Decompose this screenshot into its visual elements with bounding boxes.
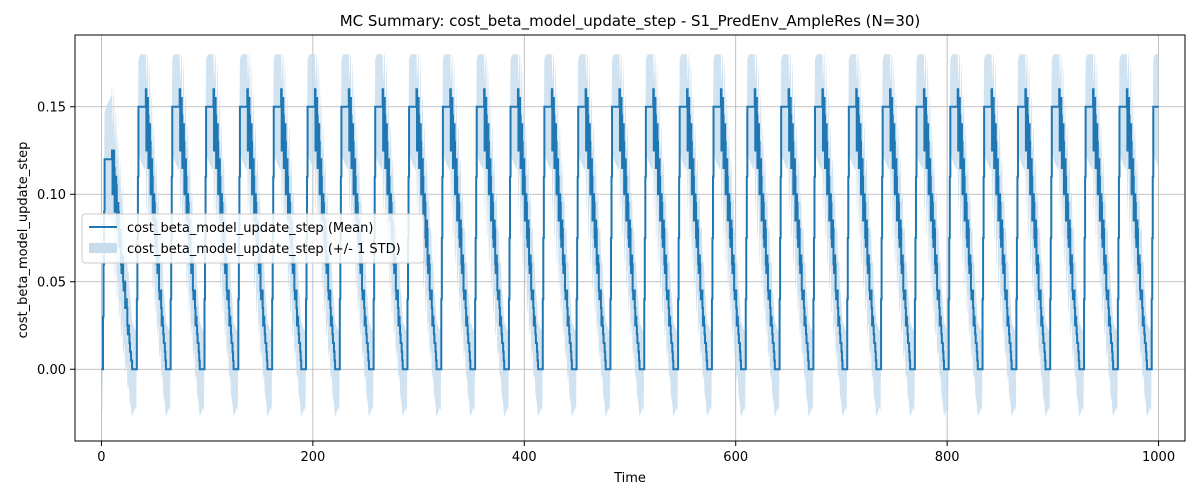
y-tick-label-1: 0.05	[37, 275, 66, 290]
legend-frame	[81, 213, 425, 264]
x-tick-label-2: 400	[512, 450, 537, 465]
x-tick-label-4: 800	[935, 450, 960, 465]
y-tick-label-0: 0.00	[37, 363, 66, 378]
axes: 0 200 400 600 800 1000 0.00 0.05 0.10 0.15	[37, 34, 1186, 465]
x-tick-label-1: 200	[300, 450, 325, 465]
mean-line-layer	[101, 88, 1159, 371]
x-tick-label-3: 600	[723, 450, 748, 465]
axes-frame	[74, 34, 1186, 442]
y-tick-label-2: 0.10	[37, 188, 66, 203]
x-tick-label-5: 1000	[1142, 450, 1175, 465]
legend-std-swatch	[89, 243, 117, 253]
legend: cost_beta_model_update_step (Mean) cost_…	[81, 213, 425, 264]
chart-title: MC Summary: cost_beta_model_update_step …	[340, 12, 921, 31]
legend-std-label: cost_beta_model_update_step (+/- 1 STD)	[127, 242, 401, 257]
legend-mean-label: cost_beta_model_update_step (Mean)	[127, 221, 373, 236]
x-axis-label: Time	[613, 471, 646, 486]
y-tick-label-3: 0.15	[37, 100, 66, 115]
y-axis-label: cost_beta_model_update_step	[16, 142, 31, 339]
x-tick-label-0: 0	[97, 450, 105, 465]
mean-line	[101, 88, 1159, 371]
